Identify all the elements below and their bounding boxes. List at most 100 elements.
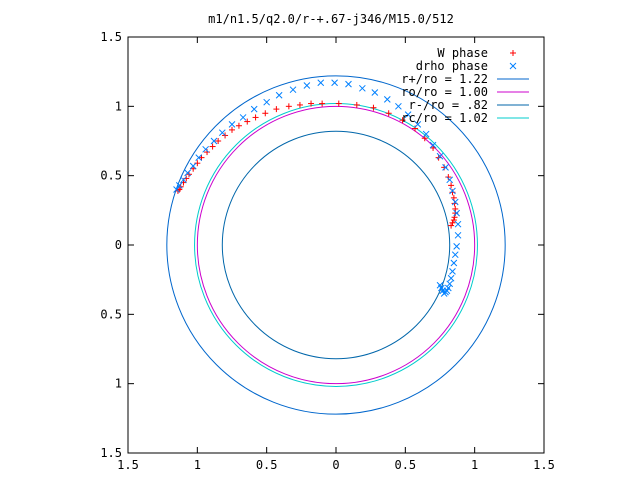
plot-border — [127, 36, 545, 454]
legend-label: rc/ro = 1.02 — [401, 111, 488, 125]
point-series — [173, 79, 462, 297]
x-axis-ticks: 1.5 1 0.5 0 0.5 1 1.5 — [117, 37, 555, 472]
drho-phase-point — [414, 121, 422, 128]
legend-swatch — [509, 62, 517, 70]
drho-phase-point — [450, 259, 458, 267]
w-phase-point — [296, 101, 303, 108]
w-phase-point — [448, 182, 455, 189]
w-phase-point — [273, 106, 280, 113]
legend-label: r+/ro = 1.22 — [401, 72, 488, 86]
drho-phase-point — [289, 86, 297, 94]
w-phase-point — [190, 165, 197, 172]
drho-phase-point — [453, 209, 460, 217]
w-phase-point — [262, 110, 269, 117]
drho-phase-point — [275, 91, 283, 99]
legend-swatch — [510, 50, 516, 56]
drho-phase-point — [184, 169, 191, 177]
circle-r1-02 — [194, 103, 478, 387]
drho-phase-point — [446, 280, 454, 288]
legend-label: ro/ro = 1.00 — [401, 85, 488, 99]
w-phase-point — [209, 143, 216, 150]
x-tick-label: 0 — [332, 458, 339, 472]
w-phase-point — [244, 118, 251, 125]
w-phase-point — [399, 117, 406, 124]
drho-phase-point — [436, 281, 444, 289]
drho-phase-point — [331, 79, 338, 87]
drho-phase-point — [404, 111, 412, 119]
drho-phase-point — [218, 129, 226, 137]
drho-phase-point — [239, 114, 247, 121]
w-phase-point — [353, 101, 360, 108]
chart-title: m1/n1.5/q2.0/r-+.67-j346/M15.0/512 — [208, 12, 454, 26]
w-phase-point — [335, 100, 342, 107]
x-tick-label: 1.5 — [533, 458, 555, 472]
drho-phase-point — [189, 162, 197, 170]
y-tick-label: 1.5 — [100, 446, 122, 460]
y-axis-ticks: 1.5 1 0.5 0 0.5 1 1.5 — [100, 30, 544, 460]
w-phase-point — [450, 194, 457, 201]
drho-phase-point — [263, 98, 271, 106]
drho-phase-point — [449, 267, 456, 275]
drho-phase-point — [454, 231, 462, 239]
x-tick-label: 1 — [471, 458, 478, 472]
drho-phase-point — [180, 176, 187, 184]
drho-phase-point — [210, 137, 218, 145]
drho-phase-point — [436, 152, 444, 160]
y-tick-label: 1 — [115, 377, 122, 391]
drho-phase-point — [202, 145, 210, 153]
drho-phase-point — [454, 220, 462, 228]
drho-phase-point — [317, 79, 325, 87]
w-phase-point — [385, 110, 392, 117]
w-phase-point — [285, 103, 292, 110]
drho-phase-point — [429, 141, 437, 149]
w-phase-point — [449, 189, 456, 196]
legend-label: drho phase — [416, 59, 488, 73]
drho-phase-point — [303, 82, 311, 89]
legend-label: W phase — [437, 46, 488, 60]
x-tick-label: 1.5 — [117, 458, 139, 472]
drho-phase-point — [358, 84, 366, 92]
w-phase-point — [229, 126, 235, 133]
circle-r0-82 — [221, 130, 451, 360]
drho-phase-point — [175, 182, 183, 189]
drho-phase-point — [345, 80, 352, 88]
drho-phase-point — [442, 163, 449, 171]
drho-phase-point — [371, 89, 379, 96]
w-phase-point — [198, 154, 205, 161]
w-phase-point — [176, 186, 183, 193]
w-phase-point — [450, 217, 457, 224]
drho-phase-point — [395, 102, 402, 110]
drho-phase-point — [383, 96, 391, 103]
x-tick-label: 0.5 — [256, 458, 278, 472]
y-tick-label: 1.5 — [100, 30, 122, 44]
drho-phase-point — [173, 186, 180, 193]
drho-phase-point — [447, 274, 455, 282]
w-phase-point — [235, 122, 242, 129]
circle-r1-22 — [166, 75, 506, 415]
y-tick-label: 0.5 — [100, 307, 122, 321]
circle-series — [166, 75, 506, 415]
w-phase-point — [215, 138, 222, 144]
w-phase-point — [194, 160, 201, 167]
drho-phase-point — [451, 251, 459, 259]
drho-phase-point — [446, 176, 454, 184]
legend-label: r-/ro = .82 — [409, 98, 488, 112]
w-phase-point — [421, 135, 428, 142]
drho-phase-point — [250, 105, 258, 113]
drho-phase-point — [228, 121, 236, 128]
w-phase-point — [452, 210, 459, 217]
drho-phase-point — [422, 130, 430, 138]
w-phase-point — [448, 222, 455, 229]
w-phase-point — [370, 104, 377, 111]
y-tick-label: 0 — [115, 238, 122, 252]
w-phase-point — [449, 219, 456, 226]
drho-phase-point — [451, 198, 459, 206]
x-tick-label: 1 — [194, 458, 201, 472]
drho-phase-point — [195, 154, 203, 161]
y-tick-label: 1 — [115, 99, 122, 113]
drho-phase-point — [453, 243, 460, 250]
w-phase-point — [441, 164, 448, 171]
drho-phase-point — [449, 187, 456, 195]
